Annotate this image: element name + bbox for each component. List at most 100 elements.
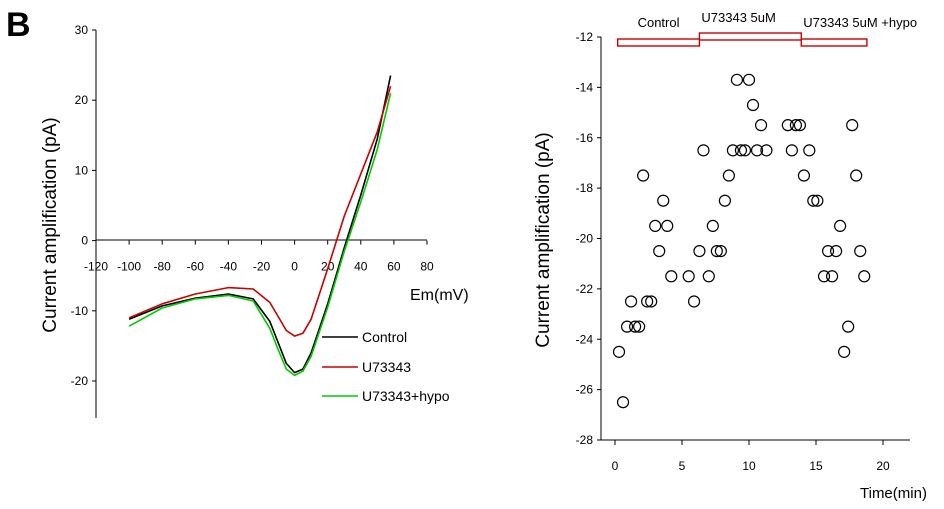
data-point [665,270,678,283]
left-x-tick-label: 0 [291,260,298,274]
data-point [750,144,764,157]
left-x-tick-label: -120 [84,260,108,274]
data-point [793,119,807,132]
data-point [637,169,650,182]
data-point [734,144,748,157]
data-point [649,219,662,233]
data-point [714,244,727,258]
treatment-bar [698,32,802,41]
series-line-control [128,75,392,374]
left-x-axis-label: Em(mV) [410,287,469,304]
data-point [829,244,843,258]
data-point [803,144,816,157]
data-point [838,345,851,358]
right-x-tick-label: 15 [809,459,823,473]
right-x-tick-label: 20 [876,459,890,473]
data-point [657,194,670,207]
left-y-tick-label: -20 [71,374,89,388]
data-point [633,320,646,333]
data-point [811,194,824,207]
data-point [797,169,811,182]
data-point [730,73,744,86]
data-point [746,98,760,112]
left-x-tick-label: 80 [420,260,434,274]
treatment-label: U73343 5uM [701,10,775,25]
data-point [726,144,740,157]
right-y-tick-label: -14 [576,80,594,94]
legend-label: Control [362,329,407,345]
data-point [789,119,803,132]
data-point [624,295,638,308]
data-point [850,169,863,182]
data-point [754,119,768,132]
data-point [718,194,731,207]
data-point [706,219,719,233]
right-y-tick-label: -26 [576,383,594,397]
data-point [687,295,701,308]
right-y-tick-label: -22 [576,282,594,296]
data-point [834,219,847,233]
data-point [697,144,710,157]
data-point [620,320,634,333]
data-point [645,295,658,308]
data-point [682,270,695,283]
data-point [702,270,715,283]
right-y-tick-label: -24 [576,332,594,346]
left-x-tick-label: 40 [354,260,368,274]
left-x-tick-label: -20 [253,260,271,274]
data-point [817,270,831,283]
right-y-tick-label: -18 [576,181,594,195]
right-x-tick-label: 5 [679,459,686,473]
data-point [738,144,752,157]
data-point [807,194,820,207]
data-point [785,144,798,157]
data-point [781,119,794,132]
right-x-tick-label: 0 [612,459,619,473]
left-y-axis-label: Current amplification (pA) [40,117,61,332]
treatment-label: Control [638,15,680,30]
right-y-axis-label: Current amplification (pA) [533,132,554,347]
data-point [693,244,706,258]
right-x-axis-label: Time(min) [860,485,927,502]
left-y-tick-label: -10 [71,304,89,318]
data-point [722,169,736,182]
data-point [628,320,642,333]
treatment-bar [616,38,701,47]
left-x-tick-label: -100 [117,260,141,274]
left-x-tick-label: 60 [387,260,401,274]
right-y-tick-label: -28 [576,433,594,447]
right-y-tick-label: -20 [576,232,594,246]
right-x-tick-label: 10 [742,459,756,473]
left-y-tick-label: 10 [75,163,89,177]
data-point [661,219,674,233]
left-x-tick-label: -60 [187,260,205,274]
data-point [854,244,867,258]
left-x-tick-label: -80 [154,260,172,274]
data-point [760,144,773,157]
data-point [742,73,756,86]
right-y-tick-label: -16 [576,131,594,145]
treatment-bar [800,38,868,47]
data-point [641,295,654,308]
panel-label: B [6,6,31,44]
left-y-tick-label: 20 [75,93,89,107]
time-course-chart: -28 -26 -24 -22 -20 -18 -16 -14 -12 0 5 10 15 20 Con… [533,10,927,502]
data-point [858,270,871,283]
data-point [825,270,839,283]
data-point [653,244,666,258]
data-point [612,345,626,358]
data-point [842,320,855,333]
data-point [846,119,859,132]
data-point [821,244,835,258]
treatment-label: U73343 5uM +hypo [803,15,917,30]
data-point [616,396,630,409]
right-y-tick-label: -12 [576,30,594,44]
legend-label: U73343+hypo [362,388,450,404]
left-y-tick-label: 0 [81,234,88,248]
legend-label: U73343 [362,359,411,375]
series-line-u73343 [128,85,392,337]
series-line-u73343-hypo [128,93,392,377]
data-point [710,244,723,258]
